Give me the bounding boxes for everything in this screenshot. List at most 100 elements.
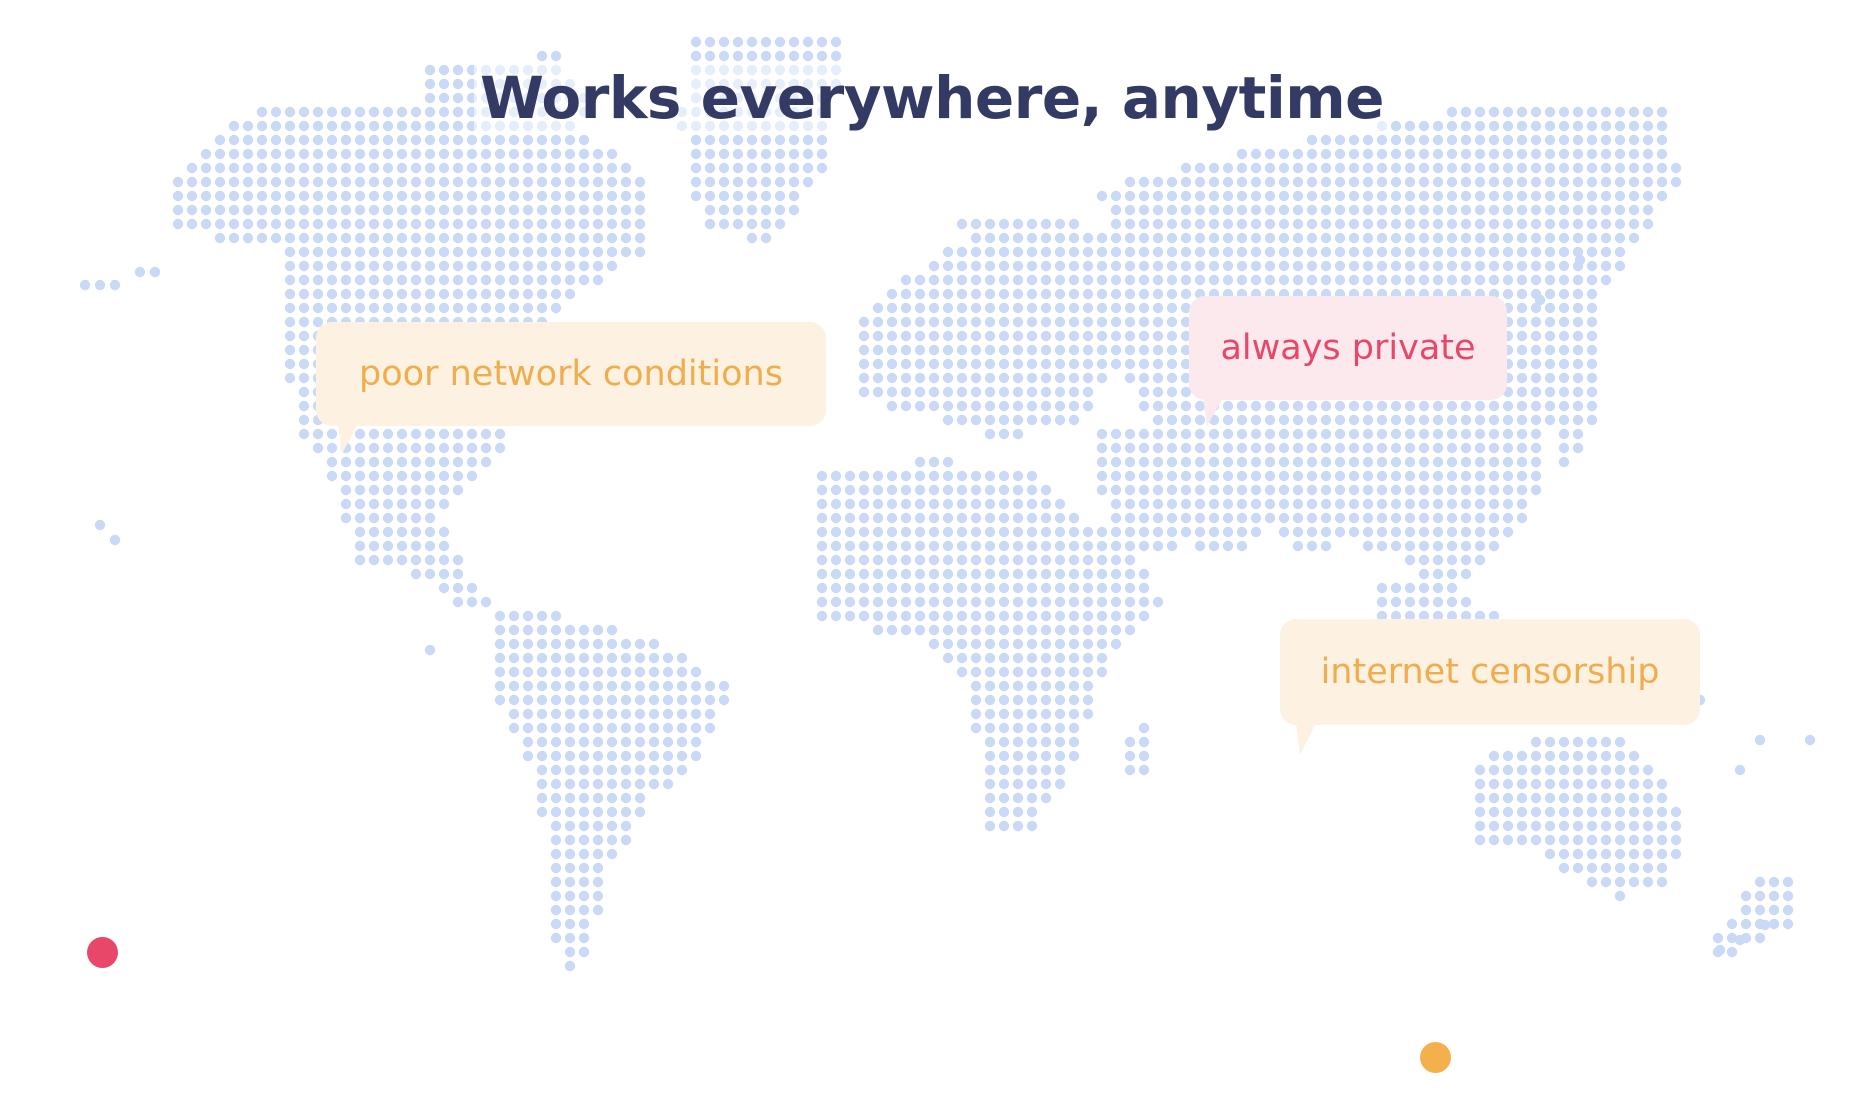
map-dot (1544, 218, 1556, 230)
map-dot (284, 246, 296, 258)
map-dot (1096, 484, 1108, 496)
map-dot (886, 302, 898, 314)
map-dot (1152, 400, 1164, 412)
map-dot (1054, 554, 1066, 566)
map-dot (956, 526, 968, 538)
map-dot (1278, 456, 1290, 468)
map-dot (438, 92, 450, 104)
map-dot (1488, 806, 1500, 818)
map-dot (1362, 484, 1374, 496)
map-dot (970, 512, 982, 524)
map-dot (1138, 512, 1150, 524)
map-dot (466, 582, 478, 594)
map-dot (1348, 512, 1360, 524)
map-dot (942, 386, 954, 398)
map-dot (1166, 330, 1178, 342)
map-dot (1516, 372, 1528, 384)
map-dot (592, 666, 604, 678)
map-dot (970, 344, 982, 356)
map-dot (1614, 246, 1626, 258)
map-dot (928, 302, 940, 314)
map-dot (410, 260, 422, 272)
map-dot (1488, 610, 1500, 622)
map-dot (1082, 624, 1094, 636)
map-dot (1320, 134, 1332, 146)
map-dot (550, 918, 562, 930)
map-dot (312, 106, 324, 118)
map-dot (424, 554, 436, 566)
map-dot (284, 218, 296, 230)
map-dot (1712, 932, 1724, 944)
map-dot (1446, 456, 1458, 468)
map-dot (172, 176, 184, 188)
map-dot (1586, 372, 1598, 384)
map-dot (480, 162, 492, 174)
map-dot (1040, 246, 1052, 258)
map-dot (396, 246, 408, 258)
map-dot (956, 246, 968, 258)
map-dot (1488, 778, 1500, 790)
map-dot (1628, 820, 1640, 832)
map-dot (242, 176, 254, 188)
map-dot (1208, 428, 1220, 440)
map-dot (1012, 372, 1024, 384)
map-dot (1110, 260, 1122, 272)
map-dot (550, 610, 562, 622)
map-dot (1222, 442, 1234, 454)
map-dot (1418, 456, 1430, 468)
map-dot (970, 246, 982, 258)
map-dot (1110, 484, 1122, 496)
map-dot (1348, 148, 1360, 160)
map-dot (760, 134, 772, 146)
map-dot (1222, 428, 1234, 440)
map-dot (984, 820, 996, 832)
map-dot (1488, 792, 1500, 804)
map-dot (1040, 498, 1052, 510)
map-dot (1418, 274, 1430, 286)
map-dot (1418, 554, 1430, 566)
map-dot (942, 512, 954, 524)
map-dot (1012, 302, 1024, 314)
map-dot (718, 218, 730, 230)
map-dot (368, 288, 380, 300)
map-dot (1474, 204, 1486, 216)
map-dot (1516, 148, 1528, 160)
map-dot (1138, 470, 1150, 482)
map-dot (1026, 736, 1038, 748)
map-dot (1180, 204, 1192, 216)
map-dot (1292, 400, 1304, 412)
map-dot (1376, 148, 1388, 160)
map-dot (1110, 302, 1122, 314)
map-dot (1166, 540, 1178, 552)
map-dot (1460, 176, 1472, 188)
map-dot (508, 260, 520, 272)
map-dot (1068, 526, 1080, 538)
map-dot (466, 204, 478, 216)
map-dot (326, 176, 338, 188)
map-dot (998, 512, 1010, 524)
map-dot (298, 372, 310, 384)
map-dot (606, 680, 618, 692)
map-dot (1586, 302, 1598, 314)
map-dot (494, 246, 506, 258)
map-dot (242, 148, 254, 160)
map-dot (998, 344, 1010, 356)
map-dot (634, 694, 646, 706)
map-dot (578, 736, 590, 748)
map-dot (550, 638, 562, 650)
map-dot (1096, 624, 1108, 636)
map-dot (886, 400, 898, 412)
map-dot (1586, 806, 1598, 818)
location-marker-orange (1420, 1042, 1451, 1073)
map-dot (578, 666, 590, 678)
map-dot (900, 316, 912, 328)
map-dot (1166, 442, 1178, 454)
map-dot (228, 162, 240, 174)
map-dot (1054, 218, 1066, 230)
map-dot (970, 582, 982, 594)
map-dot (1656, 134, 1668, 146)
map-dot (94, 279, 106, 291)
map-dot (1138, 456, 1150, 468)
map-dot (1054, 260, 1066, 272)
map-dot (592, 722, 604, 734)
